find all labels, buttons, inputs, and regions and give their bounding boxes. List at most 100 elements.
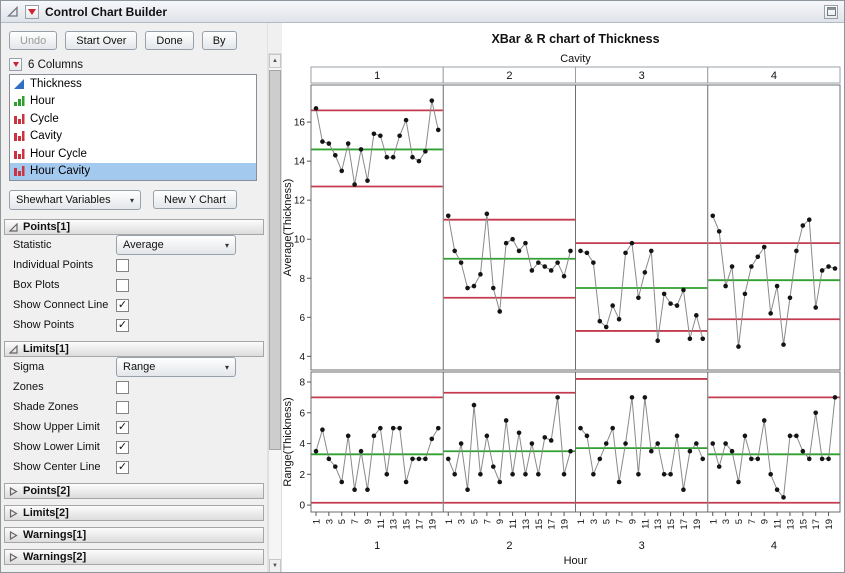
data-point[interactable] [710, 213, 716, 219]
data-point[interactable] [435, 127, 441, 133]
data-point[interactable] [768, 472, 773, 477]
data-point[interactable] [694, 313, 699, 318]
data-point[interactable] [661, 472, 667, 477]
y-axis-label[interactable]: Average(Thickness) [282, 179, 294, 277]
data-point[interactable] [358, 448, 364, 454]
data-point[interactable] [623, 441, 628, 446]
chart-type-dropdown[interactable]: Shewhart Variables ▾ [9, 190, 141, 210]
section-header-limits2[interactable]: Limits[2] [4, 505, 264, 521]
data-point[interactable] [655, 441, 661, 446]
data-point[interactable] [787, 295, 793, 301]
data-point[interactable] [313, 106, 319, 111]
show-connect-line-checkbox[interactable]: ✓ [116, 298, 129, 312]
data-point[interactable] [568, 248, 573, 254]
data-point[interactable] [742, 433, 748, 439]
data-point[interactable] [555, 260, 560, 265]
data-point[interactable] [710, 441, 716, 446]
data-point[interactable] [648, 248, 654, 254]
data-point[interactable] [510, 472, 515, 477]
data-point[interactable] [555, 395, 560, 400]
data-point[interactable] [623, 250, 628, 256]
column-item-hour-cycle[interactable]: Hour Cycle [10, 145, 256, 163]
data-point[interactable] [761, 244, 767, 250]
data-point[interactable] [390, 425, 396, 431]
data-point[interactable] [345, 433, 351, 439]
column-item-cavity[interactable]: Cavity [10, 128, 256, 146]
sigma-dropdown[interactable]: Range ▾ [116, 357, 236, 377]
data-point[interactable] [445, 456, 451, 462]
data-point[interactable] [320, 139, 325, 144]
data-point[interactable] [326, 141, 332, 146]
data-point[interactable] [490, 464, 496, 469]
data-point[interactable] [523, 472, 528, 477]
data-point[interactable] [648, 448, 654, 454]
data-point[interactable] [333, 464, 338, 469]
by-button[interactable]: By [201, 31, 237, 50]
data-point[interactable] [636, 295, 641, 301]
column-item-hour-cavity[interactable]: Hour Cavity [10, 162, 256, 180]
data-point[interactable] [365, 487, 370, 492]
data-point[interactable] [503, 418, 509, 423]
data-point[interactable] [320, 427, 325, 432]
data-point[interactable] [781, 495, 786, 500]
red-triangle-menu-icon[interactable] [25, 4, 39, 19]
show-center-line-checkbox[interactable]: ✓ [116, 460, 129, 474]
data-point[interactable] [397, 133, 402, 139]
data-point[interactable] [591, 472, 596, 477]
data-point[interactable] [716, 464, 722, 469]
column-item-cycle[interactable]: Cycle [10, 110, 256, 128]
data-point[interactable] [774, 283, 780, 289]
data-point[interactable] [378, 133, 383, 139]
individual-points-checkbox[interactable] [116, 258, 129, 272]
data-point[interactable] [681, 487, 686, 492]
scrollbar-track[interactable]: ▲ ▼ [268, 53, 282, 572]
data-point[interactable] [800, 223, 806, 228]
data-point[interactable] [465, 487, 470, 492]
data-point[interactable] [736, 479, 741, 485]
x-axis-label[interactable]: Hour [564, 555, 588, 567]
section-header-warnings2[interactable]: Warnings[2] [4, 549, 264, 565]
undo-button[interactable]: Undo [9, 31, 58, 50]
data-point[interactable] [610, 303, 615, 308]
data-point[interactable] [478, 472, 483, 477]
done-button[interactable]: Done [145, 31, 194, 50]
data-point[interactable] [561, 472, 567, 477]
group-axis-label[interactable]: Cavity [560, 53, 591, 65]
data-point[interactable] [806, 217, 812, 222]
data-point[interactable] [313, 448, 319, 454]
data-point[interactable] [687, 336, 693, 342]
data-point[interactable] [523, 240, 528, 246]
data-point[interactable] [458, 441, 464, 446]
data-point[interactable] [584, 433, 590, 439]
data-point[interactable] [397, 425, 402, 431]
data-point[interactable] [352, 487, 357, 492]
data-point[interactable] [326, 456, 332, 462]
data-point[interactable] [716, 229, 722, 234]
data-point[interactable] [371, 131, 377, 137]
window-dock-icon[interactable] [824, 4, 838, 19]
data-point[interactable] [542, 264, 548, 269]
box-plots-checkbox[interactable] [116, 278, 129, 292]
data-point[interactable] [339, 479, 345, 485]
data-point[interactable] [597, 318, 603, 324]
data-point[interactable] [687, 448, 693, 454]
collapse-panel-icon[interactable] [7, 5, 19, 18]
data-point[interactable] [755, 456, 761, 462]
data-point[interactable] [749, 264, 754, 269]
section-header-points1[interactable]: Points[1] [4, 219, 264, 235]
data-point[interactable] [333, 152, 338, 158]
data-point[interactable] [490, 285, 496, 291]
data-point[interactable] [787, 433, 793, 439]
data-point[interactable] [800, 448, 806, 454]
section-header-points2[interactable]: Points[2] [4, 483, 264, 499]
data-point[interactable] [478, 272, 483, 277]
data-point[interactable] [616, 479, 622, 485]
data-point[interactable] [668, 301, 673, 306]
data-point[interactable] [806, 456, 812, 462]
section-header-warnings1[interactable]: Warnings[1] [4, 527, 264, 543]
data-point[interactable] [742, 291, 748, 297]
data-point[interactable] [642, 395, 648, 400]
data-point[interactable] [729, 264, 735, 269]
data-point[interactable] [723, 441, 728, 446]
